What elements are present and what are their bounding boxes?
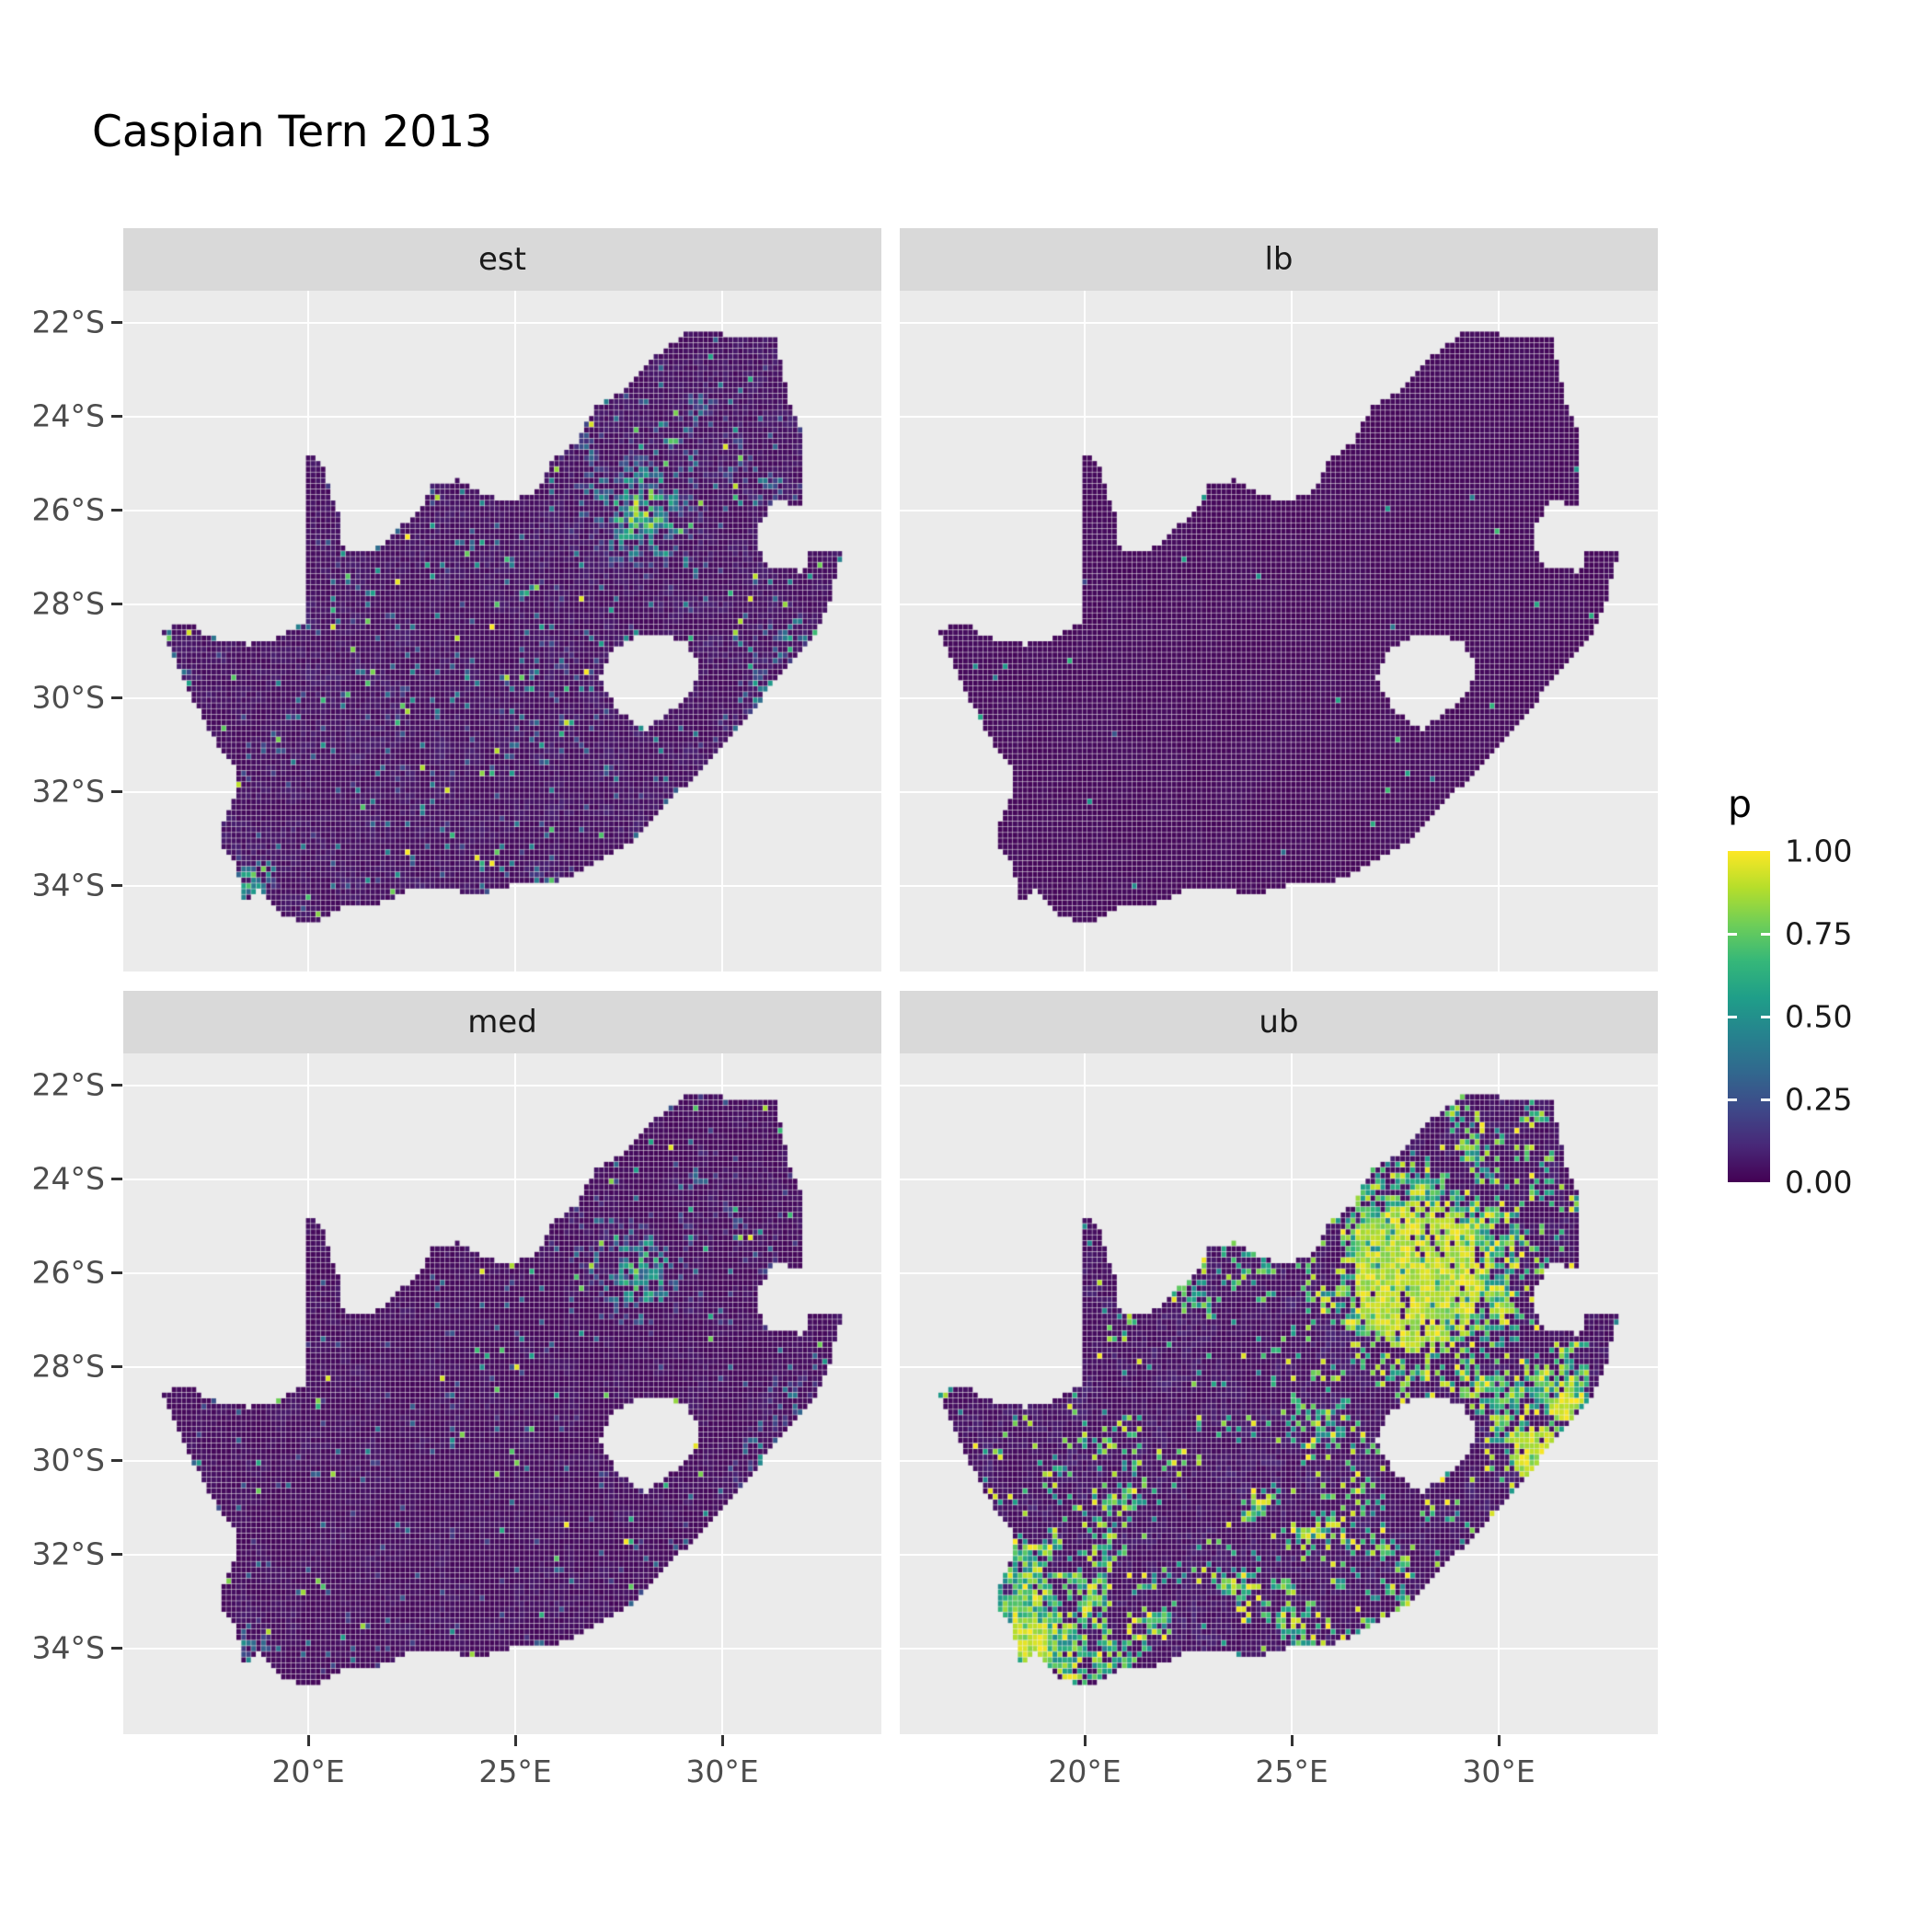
x-axis-tick bbox=[306, 1735, 310, 1746]
panel-ub bbox=[900, 1053, 1658, 1734]
facet-strip-lb: lb bbox=[900, 228, 1658, 291]
raster-est bbox=[123, 291, 881, 972]
legend-tick bbox=[1728, 1098, 1737, 1101]
y-axis-tick bbox=[111, 790, 122, 794]
facet-strip-ub: ub bbox=[900, 991, 1658, 1053]
legend-tick-label: 0.75 bbox=[1785, 915, 1853, 952]
y-axis-tick bbox=[111, 415, 122, 419]
legend-tick bbox=[1728, 1015, 1737, 1018]
y-axis-tick bbox=[111, 1084, 122, 1087]
y-axis-label: 22°S bbox=[31, 1066, 105, 1103]
raster-med bbox=[123, 1053, 881, 1734]
legend-tick bbox=[1761, 1015, 1770, 1018]
x-axis-label: 25°E bbox=[478, 1754, 552, 1789]
y-axis-label: 28°S bbox=[31, 1348, 105, 1385]
facet-strip-label: ub bbox=[1259, 1004, 1299, 1041]
y-axis-tick bbox=[111, 1365, 122, 1369]
legend-tick bbox=[1728, 932, 1737, 936]
y-axis-label: 34°S bbox=[31, 1629, 105, 1666]
y-axis-label: 32°S bbox=[31, 773, 105, 810]
legend-tick-label: 1.00 bbox=[1785, 833, 1853, 869]
y-axis-label: 26°S bbox=[31, 491, 105, 528]
panel-lb bbox=[900, 291, 1658, 972]
x-axis-label: 30°E bbox=[685, 1754, 759, 1789]
y-axis-label: 32°S bbox=[31, 1535, 105, 1572]
y-axis-label: 24°S bbox=[31, 397, 105, 434]
y-axis-label: 24°S bbox=[31, 1160, 105, 1197]
facet-strip-est: est bbox=[123, 228, 881, 291]
plot-title: Caspian Tern 2013 bbox=[92, 107, 493, 157]
y-axis-tick bbox=[111, 1553, 122, 1557]
y-axis-label: 30°S bbox=[31, 679, 105, 716]
y-axis-label: 22°S bbox=[31, 304, 105, 340]
y-axis-tick bbox=[111, 884, 122, 888]
facet-strip-label: lb bbox=[1264, 241, 1294, 278]
panel-est bbox=[123, 291, 881, 972]
legend-tick bbox=[1761, 1098, 1770, 1101]
y-axis-label: 28°S bbox=[31, 585, 105, 622]
legend-tick-label: 0.25 bbox=[1785, 1081, 1853, 1118]
y-axis-label: 34°S bbox=[31, 867, 105, 903]
x-axis-tick bbox=[1497, 1735, 1501, 1746]
facet-strip-label: med bbox=[467, 1004, 537, 1041]
x-axis-tick bbox=[720, 1735, 724, 1746]
x-axis-label: 30°E bbox=[1462, 1754, 1535, 1789]
raster-ub bbox=[900, 1053, 1658, 1734]
y-axis-label: 30°S bbox=[31, 1442, 105, 1478]
y-axis-tick bbox=[111, 509, 122, 512]
x-axis-label: 20°E bbox=[1048, 1754, 1121, 1789]
y-axis-tick bbox=[111, 603, 122, 606]
y-axis-label: 26°S bbox=[31, 1254, 105, 1291]
y-axis-tick bbox=[111, 696, 122, 700]
raster-lb bbox=[900, 291, 1658, 972]
x-axis-tick bbox=[1290, 1735, 1294, 1746]
legend-tick bbox=[1761, 932, 1770, 936]
legend-title: p bbox=[1728, 782, 1753, 826]
y-axis-tick bbox=[111, 1271, 122, 1275]
legend-tick-label: 0.00 bbox=[1785, 1164, 1853, 1201]
facet-strip-label: est bbox=[478, 241, 526, 278]
y-axis-tick bbox=[111, 1459, 122, 1463]
x-axis-label: 25°E bbox=[1255, 1754, 1328, 1789]
x-axis-tick bbox=[513, 1735, 517, 1746]
y-axis-tick bbox=[111, 1647, 122, 1650]
facet-strip-med: med bbox=[123, 991, 881, 1053]
x-axis-tick bbox=[1083, 1735, 1087, 1746]
legend-tick-label: 0.50 bbox=[1785, 998, 1853, 1035]
y-axis-tick bbox=[111, 1178, 122, 1181]
x-axis-label: 20°E bbox=[271, 1754, 345, 1789]
y-axis-tick bbox=[111, 321, 122, 325]
panel-med bbox=[123, 1053, 881, 1734]
